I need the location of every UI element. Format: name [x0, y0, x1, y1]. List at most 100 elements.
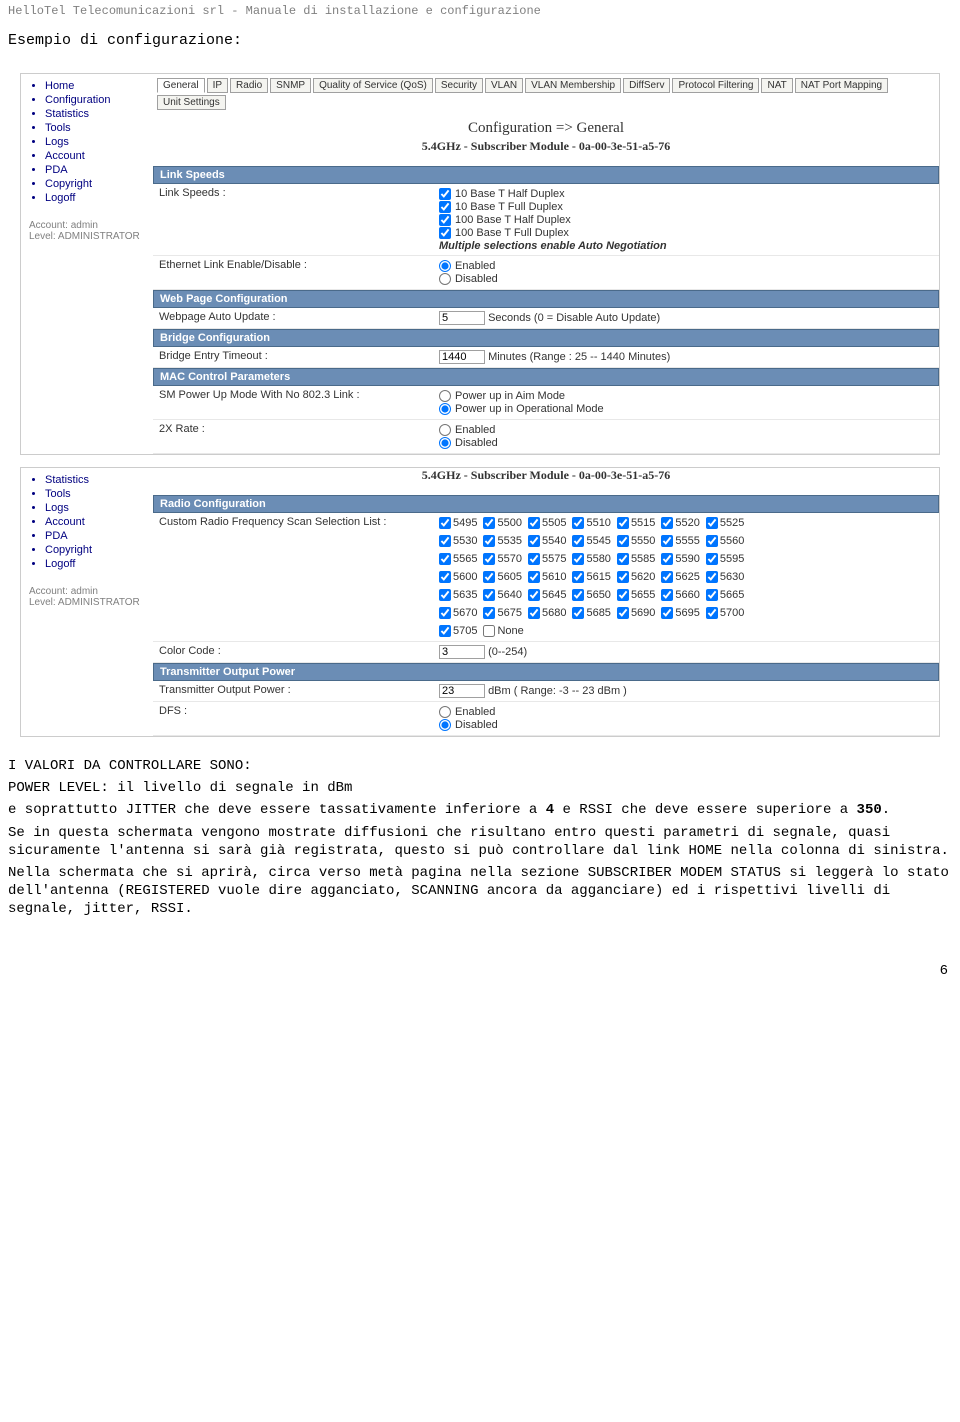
radio-eth-enabled[interactable] [439, 260, 451, 272]
tab-vlan[interactable]: VLAN [485, 78, 523, 93]
sidebar-item-tools[interactable]: Tools [45, 488, 147, 500]
freq-checkbox-5675[interactable] [483, 607, 495, 619]
sidebar-item-logoff[interactable]: Logoff [45, 558, 147, 570]
freq-checkbox-5700[interactable] [706, 607, 718, 619]
sidebar-item-home[interactable]: Home [45, 80, 147, 92]
freq-option: 5575 [528, 553, 566, 565]
freq-label: 5705 [453, 625, 477, 637]
freq-checkbox-5660[interactable] [661, 589, 673, 601]
freq-checkbox-5535[interactable] [483, 535, 495, 547]
tab-unit-settings[interactable]: Unit Settings [157, 95, 226, 110]
sidebar-item-statistics[interactable]: Statistics [45, 108, 147, 120]
sidebar-item-pda[interactable]: PDA [45, 530, 147, 542]
cb-10bt-half[interactable] [439, 188, 451, 200]
freq-checkbox-5560[interactable] [706, 535, 718, 547]
opt-2x-disabled: Disabled [455, 437, 498, 449]
opt-eth-enabled: Enabled [455, 260, 495, 272]
freq-checkbox-5640[interactable] [483, 589, 495, 601]
freq-checkbox-5565[interactable] [439, 553, 451, 565]
freq-label: 5625 [675, 571, 699, 583]
radio-2x-enabled[interactable] [439, 424, 451, 436]
freq-checkbox-5600[interactable] [439, 571, 451, 583]
tab-diffserv[interactable]: DiffServ [623, 78, 670, 93]
tab-ip[interactable]: IP [207, 78, 228, 93]
freq-checkbox-5525[interactable] [706, 517, 718, 529]
freq-checkbox-5605[interactable] [483, 571, 495, 583]
radio-op-mode[interactable] [439, 403, 451, 415]
bridge-timeout-input[interactable] [439, 350, 485, 364]
freq-checkbox-5575[interactable] [528, 553, 540, 565]
sidebar-item-pda[interactable]: PDA [45, 164, 147, 176]
tab-nat-port-mapping[interactable]: NAT Port Mapping [795, 78, 888, 93]
web-update-input[interactable] [439, 311, 485, 325]
freq-option: 5560 [706, 535, 744, 547]
sidebar-item-copyright[interactable]: Copyright [45, 178, 147, 190]
tab-protocol-filtering[interactable]: Protocol Filtering [672, 78, 759, 93]
freq-checkbox-5510[interactable] [572, 517, 584, 529]
freq-checkbox-5545[interactable] [572, 535, 584, 547]
freq-checkbox-5630[interactable] [706, 571, 718, 583]
body-p3: Nella schermata che si aprirà, circa ver… [8, 864, 952, 919]
radio-2x-disabled[interactable] [439, 437, 451, 449]
tab-snmp[interactable]: SNMP [270, 78, 311, 93]
sidebar-item-statistics[interactable]: Statistics [45, 474, 147, 486]
freq-checkbox-5635[interactable] [439, 589, 451, 601]
freq-checkbox-5620[interactable] [617, 571, 629, 583]
sidebar-item-tools[interactable]: Tools [45, 122, 147, 134]
freq-option: 5520 [661, 517, 699, 529]
freq-option: 5700 [706, 607, 744, 619]
freq-checkbox-5615[interactable] [572, 571, 584, 583]
freq-checkbox-5505[interactable] [528, 517, 540, 529]
freq-checkbox-5570[interactable] [483, 553, 495, 565]
freq-checkbox-5540[interactable] [528, 535, 540, 547]
sidebar-item-account[interactable]: Account [45, 516, 147, 528]
freq-checkbox-5500[interactable] [483, 517, 495, 529]
freq-checkbox-5655[interactable] [617, 589, 629, 601]
sidebar-item-logoff[interactable]: Logoff [45, 192, 147, 204]
cb-100bt-half[interactable] [439, 214, 451, 226]
freq-checkbox-5495[interactable] [439, 517, 451, 529]
freq-checkbox-5555[interactable] [661, 535, 673, 547]
freq-checkbox-5625[interactable] [661, 571, 673, 583]
freq-checkbox-5515[interactable] [617, 517, 629, 529]
cb-10bt-full[interactable] [439, 201, 451, 213]
color-code-input[interactable] [439, 645, 485, 659]
freq-checkbox-5685[interactable] [572, 607, 584, 619]
radio-dfs-enabled[interactable] [439, 706, 451, 718]
freq-checkbox-5610[interactable] [528, 571, 540, 583]
freq-checkbox-5520[interactable] [661, 517, 673, 529]
freq-checkbox-5695[interactable] [661, 607, 673, 619]
freq-checkbox-5670[interactable] [439, 607, 451, 619]
sidebar-item-logs[interactable]: Logs [45, 136, 147, 148]
tx-power-input[interactable] [439, 684, 485, 698]
radio-dfs-disabled[interactable] [439, 719, 451, 731]
tab-qos[interactable]: Quality of Service (QoS) [313, 78, 433, 93]
freq-checkbox-5595[interactable] [706, 553, 718, 565]
freq-checkbox-5645[interactable] [528, 589, 540, 601]
radio-eth-disabled[interactable] [439, 273, 451, 285]
freq-checkbox-5705[interactable] [439, 625, 451, 637]
freq-checkbox-5665[interactable] [706, 589, 718, 601]
freq-checkbox-5680[interactable] [528, 607, 540, 619]
tab-radio[interactable]: Radio [230, 78, 268, 93]
freq-checkbox-5690[interactable] [617, 607, 629, 619]
sidebar-item-copyright[interactable]: Copyright [45, 544, 147, 556]
freq-checkbox-none[interactable] [483, 625, 495, 637]
tab-nat[interactable]: NAT [761, 78, 792, 93]
freq-checkbox-5590[interactable] [661, 553, 673, 565]
freq-checkbox-5530[interactable] [439, 535, 451, 547]
sidebar-item-logs[interactable]: Logs [45, 502, 147, 514]
freq-label: 5645 [542, 589, 566, 601]
freq-checkbox-5550[interactable] [617, 535, 629, 547]
radio-aim-mode[interactable] [439, 390, 451, 402]
freq-checkbox-5580[interactable] [572, 553, 584, 565]
sidebar-item-configuration[interactable]: Configuration [45, 94, 147, 106]
freq-checkbox-5650[interactable] [572, 589, 584, 601]
freq-label: 5680 [542, 607, 566, 619]
tab-vlan-membership[interactable]: VLAN Membership [525, 78, 621, 93]
sidebar-item-account[interactable]: Account [45, 150, 147, 162]
tab-general[interactable]: General [157, 78, 205, 93]
cb-100bt-full[interactable] [439, 227, 451, 239]
tab-security[interactable]: Security [435, 78, 483, 93]
freq-checkbox-5585[interactable] [617, 553, 629, 565]
